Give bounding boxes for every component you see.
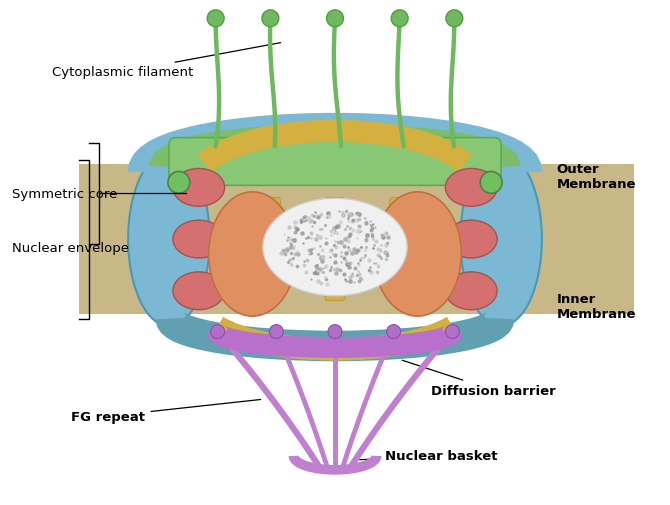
Circle shape: [210, 325, 224, 339]
Text: Nuclear basket: Nuclear basket: [360, 449, 497, 463]
Circle shape: [387, 325, 401, 339]
Ellipse shape: [311, 214, 359, 232]
FancyBboxPatch shape: [169, 138, 501, 186]
Text: Cytoplasmic filament: Cytoplasmic filament: [52, 43, 281, 79]
Ellipse shape: [446, 221, 497, 259]
Ellipse shape: [173, 169, 224, 207]
Circle shape: [446, 11, 463, 28]
Circle shape: [446, 325, 460, 339]
Bar: [80, 165, 634, 314]
Circle shape: [391, 11, 408, 28]
Circle shape: [328, 325, 342, 339]
Ellipse shape: [128, 153, 210, 326]
Text: Symmetric core: Symmetric core: [12, 187, 117, 200]
Ellipse shape: [208, 192, 296, 317]
Ellipse shape: [263, 199, 407, 296]
Text: FG repeat: FG repeat: [72, 399, 261, 423]
Circle shape: [326, 11, 344, 28]
Ellipse shape: [237, 214, 284, 232]
Ellipse shape: [173, 272, 224, 310]
Circle shape: [269, 325, 283, 339]
Ellipse shape: [446, 272, 497, 310]
Text: Diffusion barrier: Diffusion barrier: [402, 361, 556, 397]
FancyBboxPatch shape: [261, 198, 280, 301]
Ellipse shape: [460, 153, 542, 326]
Text: Nuclear envelope: Nuclear envelope: [12, 241, 129, 254]
Ellipse shape: [374, 192, 462, 317]
FancyBboxPatch shape: [325, 198, 345, 301]
Ellipse shape: [173, 221, 224, 259]
Circle shape: [480, 172, 502, 194]
Ellipse shape: [446, 169, 497, 207]
Circle shape: [168, 172, 190, 194]
Text: Inner
Membrane: Inner Membrane: [557, 292, 636, 320]
Circle shape: [207, 11, 224, 28]
Ellipse shape: [386, 214, 433, 232]
Text: Outer
Membrane: Outer Membrane: [557, 163, 636, 191]
Circle shape: [262, 11, 279, 28]
FancyBboxPatch shape: [390, 198, 409, 301]
